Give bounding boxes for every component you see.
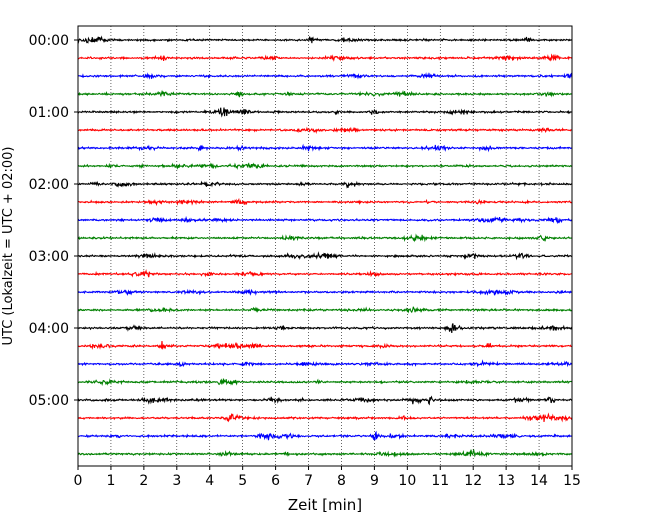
x-tick-label: 13 <box>497 473 515 489</box>
x-tick-label: 15 <box>563 473 581 489</box>
seismogram-trace <box>77 340 573 351</box>
x-tick-label: 11 <box>431 473 449 489</box>
x-tick-label: 1 <box>106 473 115 489</box>
y-axis-label: UTC (Lokalzeit = UTC + 02:00) <box>1 147 16 346</box>
seismogram-trace <box>77 89 573 98</box>
seismogram-trace <box>77 359 573 368</box>
y-tick-label: 05:00 <box>29 393 69 409</box>
x-tick-label: 9 <box>370 473 379 489</box>
x-tick-label: 5 <box>238 473 247 489</box>
seismogram-trace <box>77 323 573 334</box>
x-tick-label: 10 <box>398 473 416 489</box>
seismogram-trace <box>77 448 573 458</box>
x-tick-label: 2 <box>139 473 148 489</box>
x-tick-label: 8 <box>337 473 346 489</box>
seismogram-trace <box>77 72 573 80</box>
seismogram-trace <box>77 143 573 153</box>
x-axis-ticks: 0 1 2 3 4 5 6 7 8 9 10 11 12 13 14 15 <box>74 466 581 489</box>
seismogram-trace <box>77 197 573 207</box>
seismogram-trace <box>77 215 573 224</box>
x-axis-label: Zeit [min] <box>288 496 362 514</box>
seismogram-trace <box>77 35 573 44</box>
y-axis-ticks: 00:00 01:00 02:00 03:00 04:00 05:00 <box>29 33 78 409</box>
x-tick-label: 12 <box>464 473 482 489</box>
x-tick-label: 3 <box>172 473 181 489</box>
seismogram-trace <box>77 107 573 118</box>
seismogram-trace <box>77 430 573 441</box>
x-tick-label: 7 <box>304 473 313 489</box>
y-tick-label: 02:00 <box>29 177 69 193</box>
trace-group <box>77 35 573 458</box>
seismogram-trace <box>77 233 573 243</box>
seismogram-trace <box>77 251 573 261</box>
y-tick-label: 00:00 <box>29 33 69 49</box>
x-tick-label: 4 <box>205 473 214 489</box>
seismogram-trace <box>77 268 573 278</box>
seismogram-trace <box>77 162 573 170</box>
y-tick-label: 03:00 <box>29 249 69 265</box>
y-tick-label: 01:00 <box>29 105 69 121</box>
seismogram-trace <box>77 288 573 296</box>
seismogram-trace <box>77 306 573 314</box>
seismogram-trace <box>77 412 573 423</box>
grid-lines <box>110 26 540 466</box>
plot-frame <box>77 25 573 467</box>
x-tick-label: 6 <box>271 473 280 489</box>
seismogram-trace <box>77 378 573 387</box>
y-tick-label: 04:00 <box>29 321 69 337</box>
seismogram-trace <box>77 53 573 62</box>
seismogram-trace <box>77 126 573 134</box>
plot-background <box>78 26 572 466</box>
seismogram-trace <box>77 180 573 189</box>
seismogram-trace <box>77 395 572 406</box>
x-tick-label: 0 <box>74 473 83 489</box>
x-tick-label: 14 <box>530 473 548 489</box>
